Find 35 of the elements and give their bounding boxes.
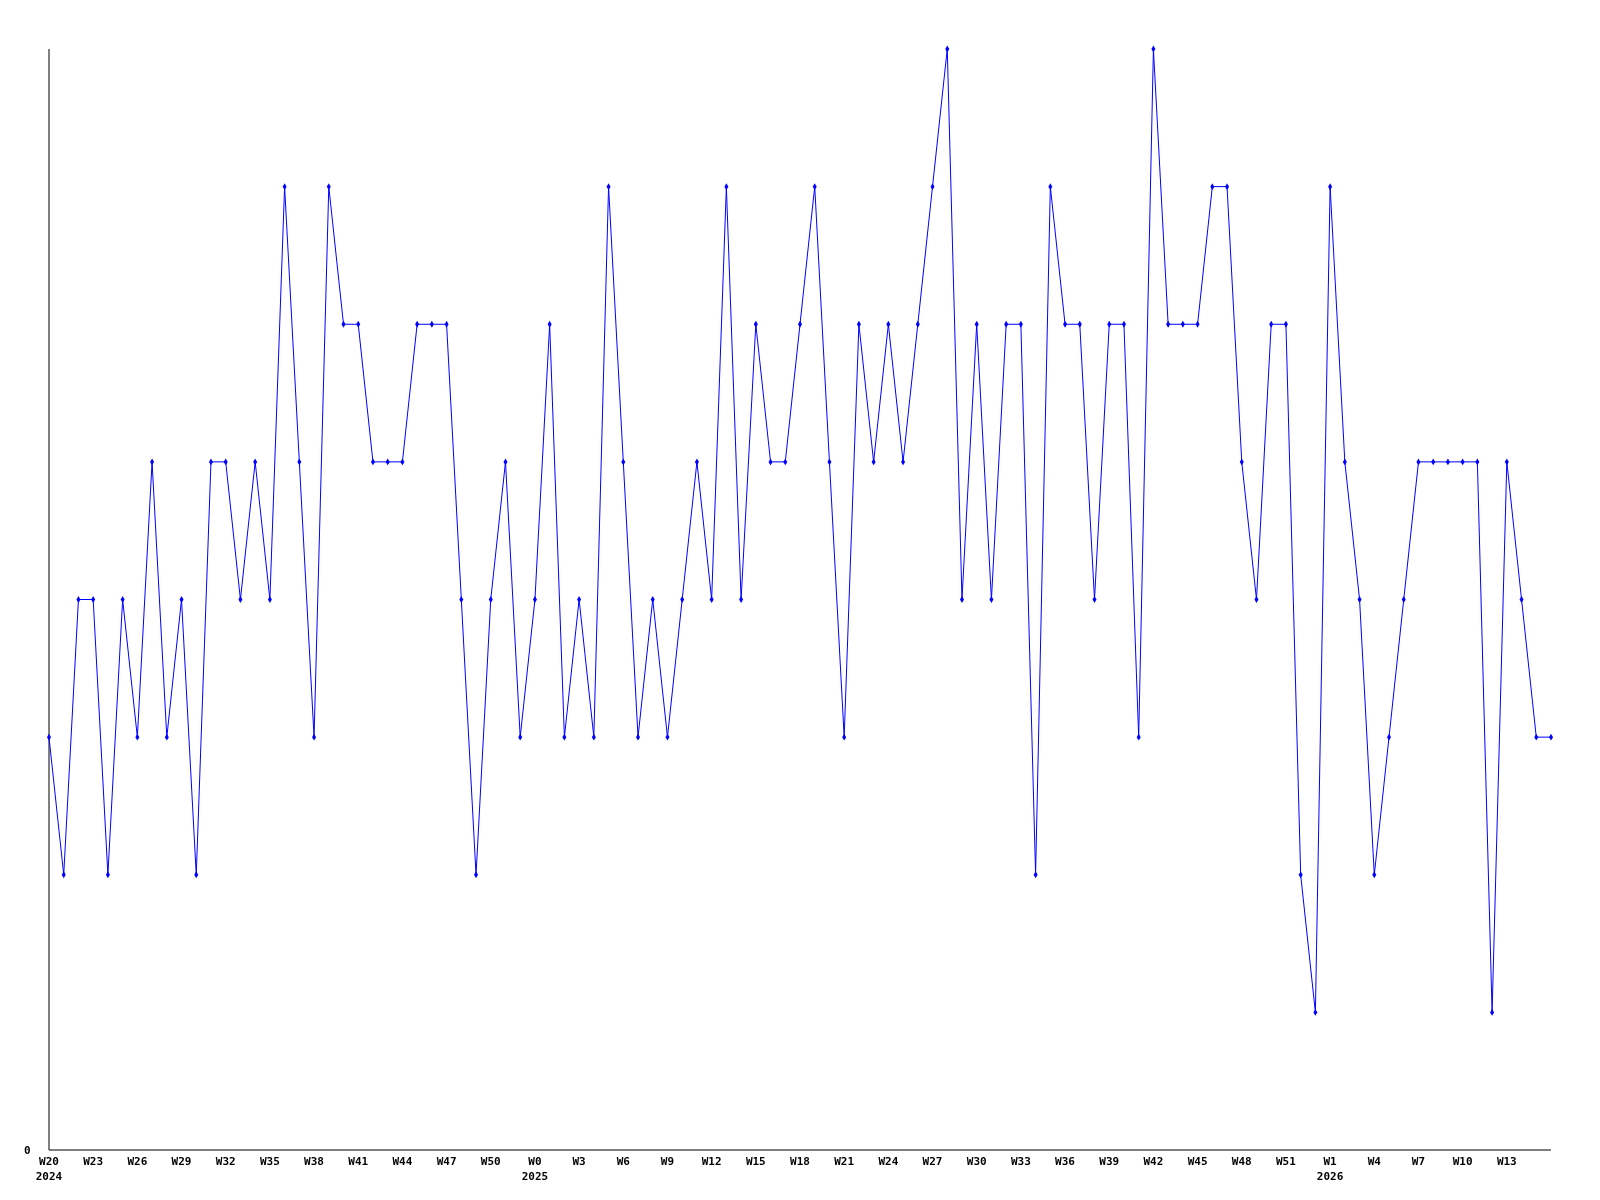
x-tick-label: W51 — [1276, 1155, 1297, 1168]
x-tick-label: W39 — [1099, 1155, 1120, 1168]
x-tick-label: W38 — [304, 1155, 324, 1168]
x-tick-label: W26 — [127, 1155, 148, 1168]
x-tick-label: W44 — [392, 1155, 413, 1168]
x-tick-label: W32 — [215, 1155, 236, 1168]
x-tick-label: W1 2026 — [1316, 1155, 1344, 1183]
x-tick-label: W13 — [1496, 1155, 1517, 1168]
x-tick-label: W47 — [436, 1155, 457, 1168]
x-tick-label: W9 — [660, 1155, 675, 1168]
x-tick-label: W20 2024 — [35, 1155, 63, 1183]
x-tick-label: W3 — [572, 1155, 586, 1168]
text: 0 — [24, 1144, 31, 1157]
x-tick-label: W15 — [745, 1155, 766, 1168]
x-tick-label: W33 — [1010, 1155, 1031, 1168]
x-tick-label: W41 — [348, 1155, 369, 1168]
x-tick-label: W12 — [701, 1155, 722, 1168]
x-tick-label: W35 — [259, 1155, 280, 1168]
x-tick-label: W50 — [480, 1155, 501, 1168]
x-tick-label: W18 — [790, 1155, 810, 1168]
x-tick-label: W27 — [922, 1155, 943, 1168]
x-tick-label: W4 — [1367, 1155, 1382, 1168]
x-tick-label: W10 — [1452, 1155, 1473, 1168]
x-tick-label: W0 2025 — [521, 1155, 549, 1183]
x-tick-label: W42 — [1143, 1155, 1164, 1168]
x-tick-label: W7 — [1411, 1155, 1426, 1168]
x-tick-label: W29 — [171, 1155, 192, 1168]
x-tick-label: W36 — [1055, 1155, 1076, 1168]
x-tick-label: W6 — [616, 1155, 631, 1168]
x-tick-label: W48 — [1231, 1155, 1252, 1168]
x-tick-label: W23 — [83, 1155, 104, 1168]
x-tick-label: W24 — [878, 1155, 899, 1168]
x-tick-label: W30 — [966, 1155, 987, 1168]
x-tick-label: W45 — [1187, 1155, 1208, 1168]
x-tick-label: W21 — [834, 1155, 855, 1168]
